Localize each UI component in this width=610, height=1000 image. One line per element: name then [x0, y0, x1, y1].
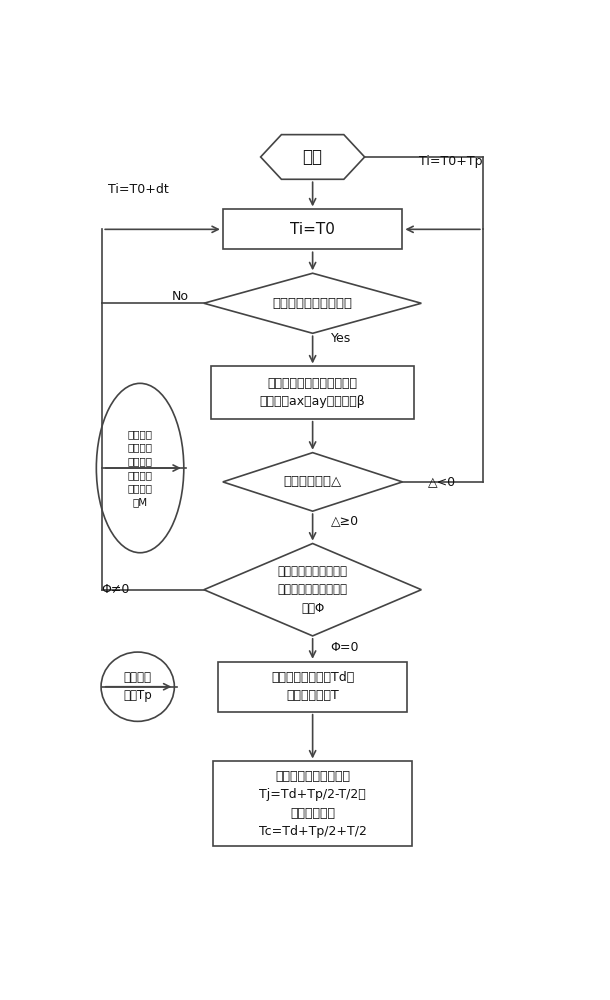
FancyBboxPatch shape — [214, 761, 412, 846]
Text: Yes: Yes — [331, 332, 351, 345]
Text: 计算地影相对开始时间
Tj=Td+Tp/2-T/2，
相对结束时间
Tc=Td+Tp/2+T/2: 计算地影相对开始时间 Tj=Td+Tp/2-T/2， 相对结束时间 Tc=Td+… — [259, 770, 367, 838]
Text: 计算太阳矢量在太阳敏感器
的分量角ax，ay和太阳角β: 计算太阳矢量在太阳敏感器 的分量角ax，ay和太阳角β — [260, 377, 365, 408]
Polygon shape — [204, 544, 422, 636]
Text: Ti=T0+dt: Ti=T0+dt — [109, 183, 169, 196]
Text: 计算轨道
周期Tp: 计算轨道 周期Tp — [123, 671, 152, 702]
Text: 计算地影判别△: 计算地影判别△ — [284, 475, 342, 488]
Text: 太阳矢量在轨道平面的
投影与卫星矢径方向的
夹角Φ: 太阳矢量在轨道平面的 投影与卫星矢径方向的 夹角Φ — [278, 565, 348, 615]
Polygon shape — [204, 273, 422, 333]
Polygon shape — [223, 453, 403, 511]
FancyBboxPatch shape — [218, 662, 407, 712]
Text: △≥0: △≥0 — [331, 514, 359, 527]
FancyBboxPatch shape — [223, 209, 403, 249]
Text: 太阳敏感器是否见太阳: 太阳敏感器是否见太阳 — [273, 297, 353, 310]
Ellipse shape — [96, 383, 184, 553]
Polygon shape — [260, 135, 365, 179]
Text: Ti=T0: Ti=T0 — [290, 222, 335, 237]
Text: Ti=T0+Tp: Ti=T0+Tp — [419, 155, 483, 168]
Text: Φ≠0: Φ≠0 — [101, 583, 129, 596]
Ellipse shape — [101, 652, 174, 721]
Text: 记录卫星当地午时Td；
计算地影时长T: 记录卫星当地午时Td； 计算地影时长T — [271, 671, 354, 702]
Text: 太阳敏感
器本体坐
标与卫星
本体坐标
的转换矩
阵M: 太阳敏感 器本体坐 标与卫星 本体坐标 的转换矩 阵M — [127, 429, 152, 507]
Text: 开始: 开始 — [303, 148, 323, 166]
Text: △<0: △<0 — [428, 475, 456, 488]
Text: Φ=0: Φ=0 — [331, 641, 359, 654]
FancyBboxPatch shape — [211, 366, 414, 419]
Text: No: No — [172, 290, 188, 303]
